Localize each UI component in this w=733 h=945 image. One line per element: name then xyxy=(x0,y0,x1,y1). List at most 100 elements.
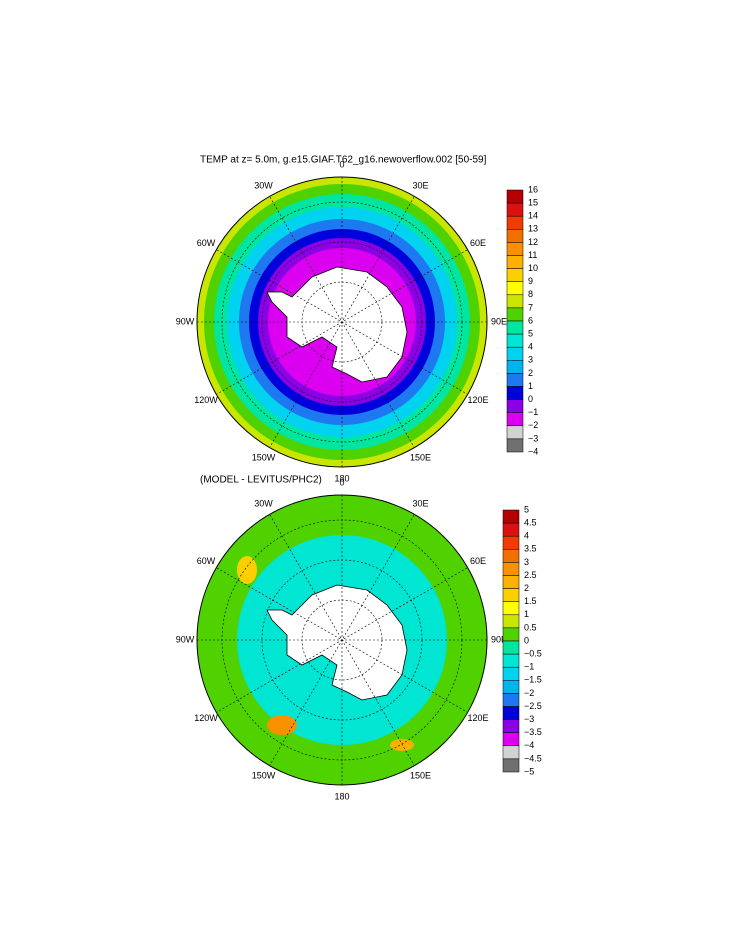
longitude-label: 30E xyxy=(412,180,428,190)
colorbar-label: 4 xyxy=(528,342,533,352)
colorbar-label: 7 xyxy=(528,302,533,312)
longitude-label: 60E xyxy=(470,238,486,248)
colorbar-box xyxy=(502,522,520,537)
colorbar-box xyxy=(502,640,520,655)
colorbar-box xyxy=(502,509,520,524)
longitude-label: 60W xyxy=(197,238,216,248)
longitude-label: 30W xyxy=(254,180,273,190)
colorbar-label: −3.5 xyxy=(524,727,542,737)
colorbar-label: −5 xyxy=(524,766,534,776)
colorbar-box xyxy=(502,693,520,707)
colorbar-box xyxy=(506,268,524,282)
colorbar-label: 1 xyxy=(524,609,529,619)
colorbar-box xyxy=(502,719,520,733)
colorbar-box xyxy=(502,732,520,747)
colorbar-label: −4.5 xyxy=(524,753,542,763)
longitude-label: 150W xyxy=(252,452,276,462)
colorbar-label: 3 xyxy=(528,355,533,365)
colorbar-label: 5 xyxy=(524,504,529,514)
colorbar-box xyxy=(506,281,524,296)
longitude-label: 0 xyxy=(339,477,344,487)
colorbar-box xyxy=(502,627,520,642)
colorbar-box xyxy=(506,189,524,204)
longitude-label: 150E xyxy=(410,770,431,780)
colorbar-label: 0 xyxy=(524,635,529,645)
colorbar-label: 2 xyxy=(524,583,529,593)
colorbar-label: 0 xyxy=(528,394,533,404)
colorbar-label: 14 xyxy=(528,211,538,221)
colorbar-box xyxy=(502,549,520,563)
longitude-label: 120W xyxy=(194,713,218,723)
colorbar-label: −1.5 xyxy=(524,675,542,685)
colorbar-box xyxy=(502,562,520,576)
colorbar-label: −2 xyxy=(528,420,538,430)
colorbar-box xyxy=(506,333,524,348)
colorbar-box xyxy=(506,242,524,256)
colorbar-label: 4 xyxy=(524,531,529,541)
longitude-label: 30E xyxy=(412,498,428,508)
colorbar-label: 9 xyxy=(528,276,533,286)
colorbar-label: 11 xyxy=(528,250,537,260)
longitude-label: 180 xyxy=(334,791,349,801)
colorbar-label: −3 xyxy=(528,433,538,443)
colorbar-label: 3.5 xyxy=(524,544,537,554)
colorbar-label: 1 xyxy=(528,381,533,391)
colorbar-label: −1 xyxy=(524,662,534,672)
colorbar-box xyxy=(506,320,524,335)
panel-title: TEMP at z= 5.0m, g.e15.GIAF.T62_g16.newo… xyxy=(200,155,487,166)
colorbar-label: 15 xyxy=(528,197,538,207)
colorbar-label: −0.5 xyxy=(524,648,542,658)
longitude-label: 90W xyxy=(176,316,195,326)
colorbar-box xyxy=(506,229,524,243)
colorbar-label: 6 xyxy=(528,315,533,325)
map-2 xyxy=(196,494,488,786)
colorbar-label: −4 xyxy=(528,446,538,456)
colorbar-label: 1.5 xyxy=(524,596,537,606)
colorbar-box xyxy=(502,666,520,681)
colorbar-box xyxy=(506,202,524,217)
colorbar-box xyxy=(502,745,520,760)
longitude-label: 90W xyxy=(176,634,195,644)
colorbar-label: −1 xyxy=(528,407,538,417)
map-1 xyxy=(196,176,488,468)
longitude-label: 120E xyxy=(467,395,488,405)
colorbar-label: 0.5 xyxy=(524,622,537,632)
longitude-label: 180 xyxy=(334,473,349,483)
colorbar-label: 5 xyxy=(528,328,533,338)
colorbar-box xyxy=(502,680,520,694)
colorbar-box xyxy=(506,386,524,400)
longitude-label: 90E xyxy=(491,634,507,644)
colorbar-box xyxy=(502,706,520,720)
longitude-label: 120W xyxy=(194,395,218,405)
colorbar-label: 2 xyxy=(528,368,533,378)
longitude-label: 150W xyxy=(252,770,276,780)
colorbar-box xyxy=(506,360,524,374)
colorbar-box xyxy=(502,758,520,773)
colorbar-box xyxy=(502,575,520,589)
colorbar-box xyxy=(506,307,524,322)
colorbar-box xyxy=(506,373,524,387)
colorbar-box xyxy=(506,294,524,309)
longitude-label: 0 xyxy=(339,159,344,169)
colorbar-label: 8 xyxy=(528,289,533,299)
longitude-label: 90E xyxy=(491,316,507,326)
panel-title: (MODEL - LEVITUS/PHC2) xyxy=(200,475,322,486)
longitude-label: 60E xyxy=(470,556,486,566)
colorbar-label: 3 xyxy=(524,557,529,567)
colorbar-label: −3 xyxy=(524,714,534,724)
colorbar-box xyxy=(506,438,524,453)
longitude-label: 30W xyxy=(254,498,273,508)
colorbar-label: 10 xyxy=(528,263,538,273)
colorbar-box xyxy=(506,346,524,361)
colorbar-box xyxy=(506,255,524,269)
colorbar-label: 13 xyxy=(528,224,538,234)
colorbar-box xyxy=(506,399,524,413)
colorbar-box xyxy=(502,588,520,602)
longitude-label: 150E xyxy=(410,452,431,462)
colorbar-box xyxy=(502,614,520,629)
colorbar-box xyxy=(506,215,524,230)
longitude-label: 120E xyxy=(467,713,488,723)
colorbar-label: 4.5 xyxy=(524,517,537,527)
